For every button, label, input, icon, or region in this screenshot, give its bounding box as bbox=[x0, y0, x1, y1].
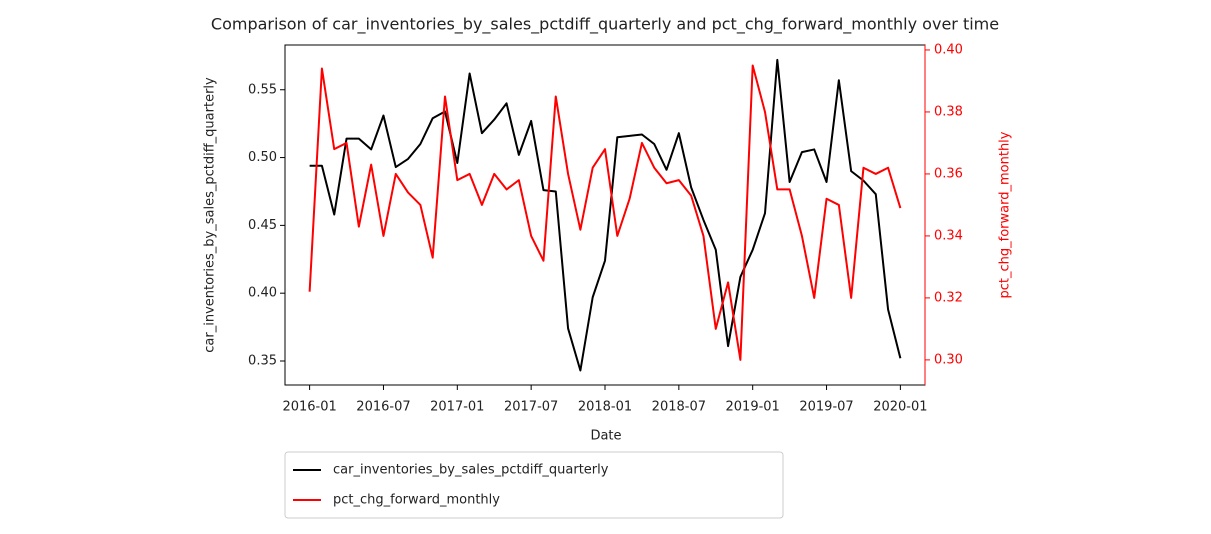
series-line bbox=[308, 64, 902, 361]
series-line bbox=[309, 58, 902, 372]
x-tick-label: 2019-01 bbox=[726, 400, 780, 415]
x-tick-label: 2018-01 bbox=[578, 400, 632, 415]
y2-tick-label: 0.30 bbox=[934, 352, 963, 367]
y2-axis-label: pct_chg_forward_monthly bbox=[998, 131, 1013, 298]
x-tick-label: 2016-01 bbox=[282, 400, 336, 415]
legend-label: car_inventories_by_sales_pctdiff_quarter… bbox=[333, 463, 609, 478]
x-tick-label: 2020-01 bbox=[873, 400, 927, 415]
y-tick-label: 0.55 bbox=[248, 82, 277, 97]
x-tick-label: 2017-01 bbox=[430, 400, 484, 415]
y-axis-label: car_inventories_by_sales_pctdiff_quarter… bbox=[203, 77, 218, 353]
y2-tick-label: 0.34 bbox=[934, 228, 963, 243]
legend: car_inventories_by_sales_pctdiff_quarter… bbox=[284, 451, 784, 519]
y-tick-label: 0.45 bbox=[248, 218, 277, 233]
y-tick-label: 0.35 bbox=[248, 353, 277, 368]
y2-tick-label: 0.36 bbox=[934, 166, 963, 181]
y-tick-label: 0.40 bbox=[248, 286, 277, 301]
x-tick-label: 2017-07 bbox=[504, 400, 558, 415]
chart-title: Comparison of car_inventories_by_sales_p… bbox=[211, 15, 999, 35]
x-axis-label: Date bbox=[590, 429, 621, 444]
y2-tick-label: 0.32 bbox=[934, 290, 963, 305]
plot-area bbox=[284, 44, 926, 386]
x-tick-label: 2018-07 bbox=[652, 400, 706, 415]
x-tick-label: 2019-07 bbox=[799, 400, 853, 415]
legend-label: pct_chg_forward_monthly bbox=[333, 493, 500, 508]
y-tick-label: 0.50 bbox=[248, 150, 277, 165]
x-tick-label: 2016-07 bbox=[356, 400, 410, 415]
y2-tick-label: 0.38 bbox=[934, 104, 963, 119]
legend-box bbox=[284, 451, 784, 519]
y2-tick-label: 0.40 bbox=[934, 42, 963, 57]
